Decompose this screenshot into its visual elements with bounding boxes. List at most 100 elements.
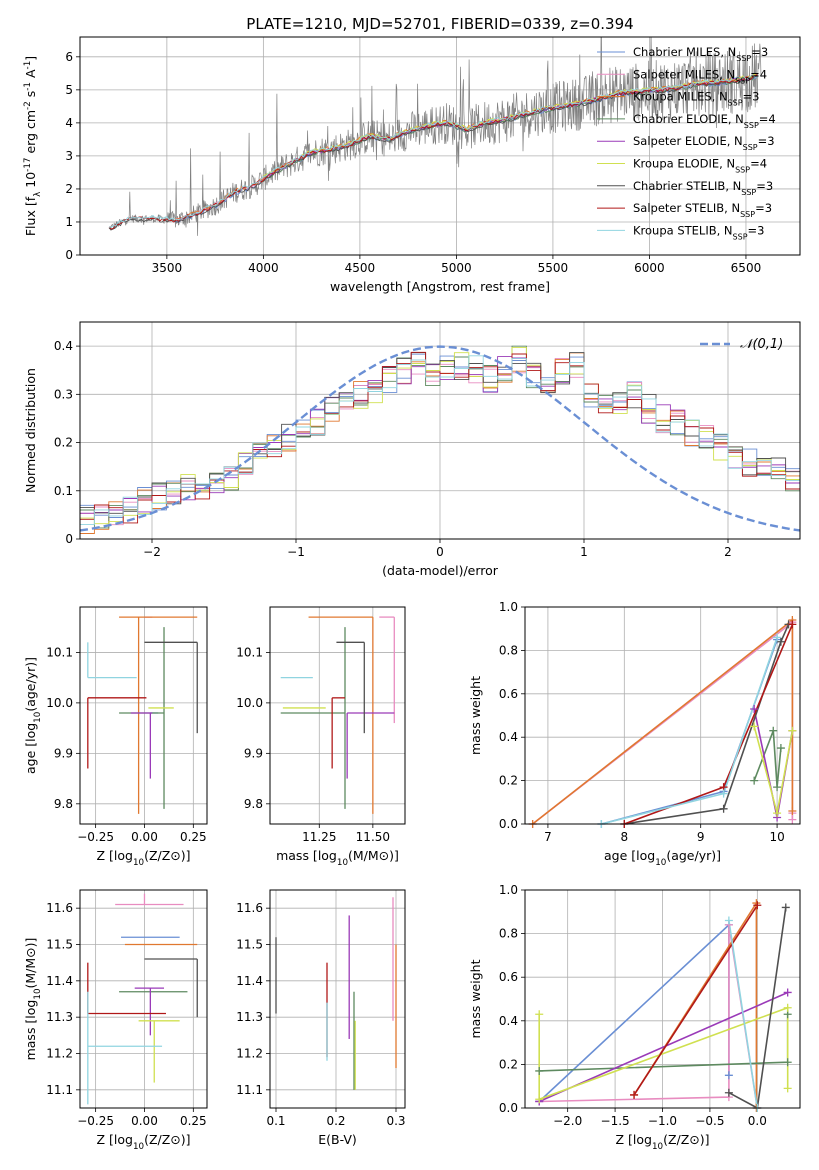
model-line — [108, 75, 758, 228]
errorbar-point — [144, 958, 198, 1018]
weight-marker — [535, 1095, 544, 1104]
errorbar-point — [336, 641, 365, 734]
weight-line — [633, 904, 758, 1096]
y-tick-label: 11.3 — [236, 1010, 263, 1024]
plot-area — [108, 37, 762, 236]
figure-title: PLATE=1210, MJD=52701, FIBERID=0339, z=0… — [246, 15, 633, 33]
plot-area — [87, 616, 198, 814]
y-tick-label: 0.8 — [499, 643, 518, 657]
weight-marker — [750, 776, 759, 785]
y-tick-label: 0.4 — [499, 730, 518, 744]
weight-marker — [783, 1058, 792, 1067]
weight-marker — [776, 744, 785, 753]
x-tick-label: −1.5 — [601, 1114, 630, 1128]
y-tick-label: 1.0 — [499, 883, 518, 897]
y-tick-label: 1.0 — [499, 600, 518, 614]
y-tick-label: 11.1 — [46, 1083, 73, 1097]
axes-frame — [79, 321, 801, 540]
weight-marker — [630, 1090, 639, 1099]
errorbar-point — [87, 991, 163, 1105]
histogram-step — [80, 352, 800, 534]
weight-marker — [788, 620, 797, 629]
legend: Chabrier MILES, NSSP=3 Salpeter MILES, NS… — [597, 45, 776, 241]
histogram-step — [80, 353, 800, 518]
y-tick-label: 3 — [65, 149, 73, 163]
errorbar-point — [138, 1020, 180, 1083]
weight-marker — [535, 1066, 544, 1075]
x-tick-label: 4000 — [248, 261, 279, 275]
axes-frame — [79, 36, 801, 256]
x-axis-label: Z [log10(Z/Z⊙)] — [96, 848, 190, 868]
x-tick-label: −0.25 — [77, 830, 114, 844]
panel-residuals: −2 −1 0 1 2 0 0.1 0.2 0.3 0.4 (data-model)/error No… — [23, 321, 801, 578]
legend-entry: Salpeter ELODIE, NSSP=3 — [633, 134, 775, 152]
legend-entry: Kroupa STELIB, NSSP=3 — [633, 223, 764, 241]
x-tick-label: 4500 — [345, 261, 376, 275]
y-tick-label: 2 — [65, 182, 73, 196]
x-tick-label: 0.25 — [180, 1114, 207, 1128]
x-tick-label: 11.25 — [302, 830, 336, 844]
weight-marker — [788, 726, 797, 735]
y-axis-label: mass weight — [468, 959, 483, 1038]
panel-age-vs-Z: −0.25 0.00 0.25 9.8 9.9 10.0 10.1 Z [log10(Z/Z⊙… — [23, 606, 208, 868]
errorbar-point — [130, 712, 153, 779]
legend-entry: Kroupa MILES, NSSP=3 — [633, 90, 759, 108]
plot-area — [87, 893, 198, 1105]
x-axis-label: wavelength [Angstrom, rest frame] — [330, 279, 550, 294]
x-tick-label: 7 — [544, 830, 552, 844]
x-tick-label: 8 — [620, 830, 628, 844]
grid — [80, 37, 800, 256]
x-axis-label: mass [log10(M/M⊙)] — [276, 848, 399, 868]
y-tick-label: 11.5 — [46, 938, 73, 952]
y-tick-label: 11.6 — [236, 901, 263, 915]
data-spectrum — [108, 37, 762, 236]
y-tick-label: 0.6 — [499, 970, 518, 984]
histogram-step — [80, 356, 800, 514]
x-tick-label: −0.5 — [695, 1114, 724, 1128]
weight-marker — [535, 1010, 544, 1019]
x-tick-label: 0.2 — [326, 1114, 345, 1128]
x-axis-label: Z [log10(Z/Z⊙)] — [615, 1132, 709, 1152]
y-tick-label: 10.1 — [46, 645, 73, 659]
grid — [270, 890, 405, 1108]
plot-area — [280, 616, 395, 814]
x-tick-label: 5000 — [441, 261, 472, 275]
axes-frame — [79, 889, 208, 1109]
weight-marker — [753, 901, 762, 910]
weight-marker — [750, 704, 759, 713]
axes-frame — [269, 889, 406, 1109]
model-line — [263, 73, 758, 177]
legend-entry: Salpeter MILES, NSSP=4 — [633, 67, 767, 85]
y-tick-label: 0.4 — [499, 1014, 518, 1028]
weight-line — [624, 624, 794, 824]
panel-mass-vs-Z: −0.25 0.00 0.25 11.1 11.2 11.3 11.4 11.5 11.6 Z [… — [23, 889, 208, 1152]
x-tick-label: −2 — [143, 545, 161, 559]
weight-marker — [783, 988, 792, 997]
x-tick-label: 1 — [580, 545, 588, 559]
y-tick-label: 0.2 — [499, 774, 518, 788]
y-tick-label: 11.4 — [46, 974, 73, 988]
y-tick-label: 6 — [65, 50, 73, 64]
y-tick-label: 11.2 — [46, 1047, 73, 1061]
y-tick-label: 0.4 — [54, 339, 73, 353]
x-axis-label: (data-model)/error — [382, 563, 499, 578]
x-tick-label: 0 — [436, 545, 444, 559]
x-tick-label: −2.0 — [553, 1114, 582, 1128]
x-tick-label: 0.00 — [131, 1114, 158, 1128]
errorbar-point — [346, 712, 395, 779]
legend-entry: Kroupa ELODIE, NSSP=4 — [633, 157, 767, 175]
y-tick-label: 11.6 — [46, 901, 73, 915]
weight-marker — [769, 726, 778, 735]
y-tick-label: 10.0 — [46, 696, 73, 710]
weight-marker — [788, 806, 797, 815]
errorbar-point — [144, 641, 198, 734]
y-tick-label: 0.0 — [499, 817, 518, 831]
y-axis-label: Flux [fλ 10-17 erg cm-2 s-1 A-1] — [23, 56, 43, 236]
x-axis-label: Z [log10(Z/Z⊙)] — [96, 1132, 190, 1152]
weight-marker — [724, 1088, 733, 1097]
x-axis-label: age [log10(age/yr)] — [604, 848, 721, 868]
x-tick-label: −1.0 — [648, 1114, 677, 1128]
axes-frame — [524, 606, 801, 825]
errorbar-point — [115, 893, 184, 906]
y-tick-label: 0.0 — [499, 1101, 518, 1115]
